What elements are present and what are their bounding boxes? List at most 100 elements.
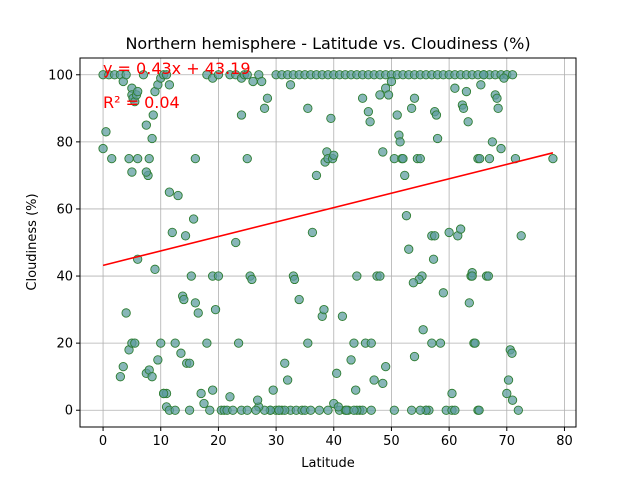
- data-point: [349, 338, 359, 348]
- data-point: [349, 405, 359, 415]
- x-tick-label: 50: [383, 434, 400, 449]
- data-point: [458, 103, 469, 113]
- data-point: [314, 405, 324, 415]
- x-axis-label: Latitude: [301, 456, 355, 471]
- data-point: [474, 405, 484, 415]
- data-point: [141, 120, 151, 130]
- r-squared-annotation: R² = 0.04: [103, 93, 180, 112]
- data-point: [329, 150, 339, 160]
- data-point: [133, 86, 143, 97]
- x-tick-label: 40: [325, 434, 342, 449]
- data-point: [502, 388, 512, 399]
- data-point: [259, 103, 270, 113]
- data-point: [252, 395, 263, 405]
- data-point: [231, 237, 241, 248]
- data-point: [141, 167, 151, 177]
- data-point: [184, 358, 195, 368]
- data-point: [496, 143, 506, 154]
- data-point: [395, 137, 405, 147]
- data-point: [164, 80, 175, 90]
- data-point: [306, 405, 316, 415]
- x-tick-label: 70: [499, 434, 516, 449]
- data-point: [415, 405, 425, 415]
- data-point: [282, 375, 293, 385]
- y-tick-label: 100: [48, 68, 73, 83]
- data-point: [479, 70, 489, 80]
- data-point: [487, 137, 498, 147]
- data-point: [438, 288, 448, 298]
- data-point: [170, 405, 180, 415]
- data-point: [285, 80, 296, 90]
- data-point: [366, 338, 376, 348]
- y-tick-label: 40: [56, 270, 73, 285]
- data-point: [404, 244, 414, 254]
- data-point: [233, 338, 244, 348]
- data-point: [357, 93, 368, 103]
- data-point: [326, 113, 336, 124]
- data-point: [274, 405, 284, 415]
- data-point: [493, 103, 503, 113]
- x-tick-label: 20: [210, 434, 227, 449]
- data-point: [144, 153, 154, 164]
- x-tick-label: 80: [556, 434, 573, 449]
- x-tick-label: 10: [152, 434, 169, 449]
- data-point: [138, 70, 149, 80]
- data-point: [381, 361, 391, 372]
- data-point: [196, 388, 206, 399]
- x-axis-ticks: 0 10 20 30 40 50 60 70 80: [99, 427, 573, 449]
- data-point: [161, 70, 172, 80]
- data-point: [210, 304, 221, 315]
- data-point: [375, 90, 385, 100]
- y-axis-label: Cloudiness (%): [25, 193, 40, 290]
- data-point: [242, 153, 252, 164]
- data-point: [180, 231, 191, 241]
- data-point: [400, 170, 410, 181]
- data-point: [401, 211, 412, 221]
- data-point: [124, 153, 134, 164]
- data-point: [247, 274, 257, 285]
- data-point: [176, 348, 186, 358]
- data-point: [213, 70, 224, 80]
- data-point: [467, 271, 477, 281]
- data-point: [121, 70, 131, 80]
- data-point: [251, 405, 261, 415]
- data-point: [153, 355, 163, 365]
- data-point: [225, 392, 235, 402]
- data-point: [484, 153, 495, 164]
- regression-equation-annotation: y = 0.43x + 43.19: [103, 59, 251, 78]
- data-point: [228, 405, 238, 415]
- data-point: [333, 402, 344, 412]
- data-point: [133, 153, 143, 164]
- data-point: [389, 405, 399, 415]
- data-point: [121, 308, 131, 318]
- data-point: [156, 338, 166, 348]
- data-point: [363, 107, 374, 117]
- data-point: [507, 395, 518, 405]
- data-point: [188, 214, 199, 224]
- data-point: [398, 153, 408, 164]
- data-point: [507, 348, 517, 358]
- data-point: [503, 375, 514, 385]
- data-point: [319, 304, 329, 315]
- plot-frame: [79, 57, 577, 428]
- y-axis-ticks: 0 20 40 60 80 100: [48, 68, 80, 419]
- data-point: [148, 110, 158, 120]
- data-point: [268, 385, 278, 395]
- data-point: [450, 405, 460, 415]
- data-point: [101, 127, 111, 137]
- data-point: [513, 405, 523, 415]
- data-point: [205, 405, 215, 415]
- data-point: [242, 405, 252, 415]
- data-point: [262, 93, 273, 103]
- data-point: [428, 254, 439, 264]
- data-point: [406, 103, 417, 113]
- data-point: [303, 103, 313, 113]
- data-point: [365, 117, 375, 127]
- data-point: [392, 110, 402, 120]
- data-point: [432, 133, 443, 144]
- data-point: [107, 153, 117, 164]
- data-point: [383, 90, 394, 100]
- data-point: [127, 167, 137, 177]
